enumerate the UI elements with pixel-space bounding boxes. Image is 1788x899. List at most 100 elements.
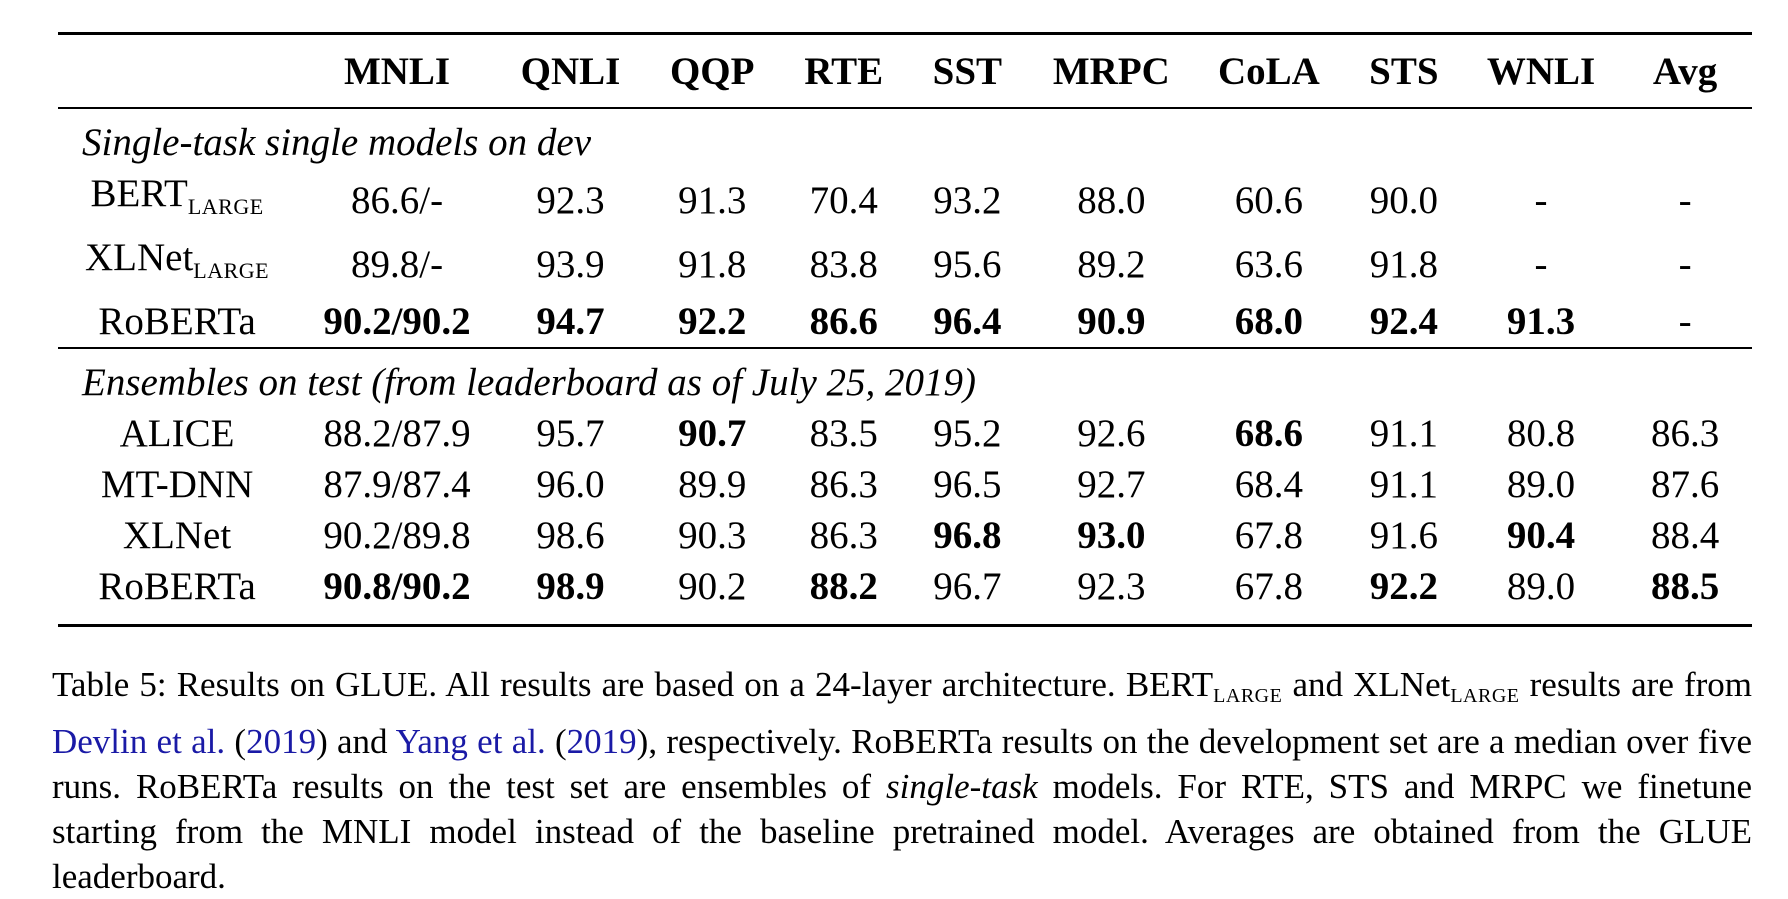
score-cell: 70.4 [809,178,878,222]
score-cell: 92.6 [1077,412,1146,455]
score-cell: 93.0 [1077,514,1146,557]
results-table-container: MNLI QNLI QQP RTE SST MRPC CoLA STS WNLI… [58,32,1752,627]
table-row: MT-DNN 87.9/87.4 96.0 89.9 86.3 96.5 92.7 68.4 9… [58,459,1752,510]
model-subscript: LARGE [193,258,270,283]
model-name: MT-DNN [100,463,254,506]
score-cell: 92.4 [1369,300,1438,343]
score-cell: 68.0 [1234,300,1304,343]
table-row: RoBERTa 90.8/90.2 98.9 90.2 88.2 96.7 92.3 67.8… [58,561,1752,626]
table-body: Single-task single models on dev BERTLARG… [58,108,1752,626]
citation-link-devlin[interactable]: Devlin et al. [52,722,226,761]
score-cell: 95.7 [536,412,605,455]
score-cell: 89.0 [1506,463,1576,506]
score-cell: 83.5 [809,412,878,455]
table-row: XLNetLARGE 89.8/- 93.9 91.8 83.8 95.6 89.2 63.6… [58,232,1752,296]
column-header-wnli: WNLI [1463,33,1619,109]
citation-link-yang[interactable]: Yang et al. [395,722,546,761]
score-cell: 90.8/90.2 [323,565,471,608]
score-cell: 96.5 [933,463,1002,506]
table-caption: Table 5: Results on GLUE. All results ar… [52,665,1753,896]
section-header-row: Ensembles on test (from leaderboard as o… [58,347,1752,408]
model-name-cell: RoBERTa [58,561,296,626]
score-cell: 92.2 [1369,565,1438,608]
table-row: RoBERTa 90.2/90.2 94.7 92.2 86.6 96.4 90.9 68.0… [58,296,1752,348]
score-cell: 88.2/87.9 [323,412,471,455]
caption-subscript: LARGE [1450,685,1520,707]
score-cell: 88.2 [809,565,878,608]
score-cell: - [1678,242,1692,286]
score-cell: 90.4 [1506,514,1576,557]
model-name-cell: ALICE [58,408,296,459]
score-cell: 87.9/87.4 [323,463,471,506]
score-cell: 93.9 [536,242,605,286]
score-cell: 94.7 [536,300,605,343]
section-header-row: Single-task single models on dev [58,108,1752,168]
score-cell: - [1678,300,1692,343]
score-cell: 89.8/- [350,242,444,286]
score-cell: 86.6 [809,300,878,343]
score-cell: 89.9 [678,463,747,506]
model-name: XLNet [122,514,232,557]
score-cell: 91.3 [1506,300,1576,343]
column-header-avg: Avg [1618,33,1752,109]
caption-subscript: LARGE [1213,685,1283,707]
score-cell: 92.3 [1077,565,1146,608]
score-cell: 91.3 [678,178,747,222]
score-cell: - [1534,178,1548,222]
table-row: XLNet 90.2/89.8 98.6 90.3 86.3 96.8 93.0 67.8 91… [58,510,1752,561]
column-header [58,33,297,109]
score-cell: 96.0 [536,463,605,506]
model-name-cell: RoBERTa [58,296,296,348]
model-name: XLNet [84,236,194,279]
section-title: Ensembles on test (from leaderboard as o… [58,347,1752,408]
column-header-qqp: QQP [643,33,782,109]
score-cell: 86.3 [1650,412,1720,455]
column-header-mnli: MNLI [296,33,498,109]
score-cell: 68.6 [1234,412,1304,455]
score-cell: 95.2 [933,412,1002,455]
model-name-cell: MT-DNN [58,459,296,510]
score-cell: 60.6 [1234,178,1304,222]
score-cell: 93.2 [933,178,1002,222]
score-cell: 91.8 [1369,242,1438,286]
score-cell: 90.2/89.8 [323,514,471,557]
score-cell: 91.1 [1369,463,1438,506]
score-cell: - [1534,242,1548,286]
caption-text: Results on GLUE. All results are based o… [176,665,1116,704]
score-cell: 86.6/- [350,178,444,222]
score-cell: 90.3 [678,514,747,557]
score-cell: 96.4 [933,300,1002,343]
score-cell: 88.4 [1650,514,1720,557]
caption-text: , respectively. RoBERTa results on the d… [52,722,1753,806]
score-cell: 92.3 [536,178,605,222]
score-cell: 90.7 [678,412,747,455]
score-cell: 92.2 [678,300,747,343]
column-header-sst: SST [906,33,1029,109]
score-cell: 68.4 [1234,463,1304,506]
model-name: BERT [90,172,188,215]
column-header-mrpc: MRPC [1028,33,1195,109]
citation-year-link[interactable]: 2019 [246,722,317,761]
caption-model-xlnet: XLNet [1353,665,1451,704]
score-cell: - [1678,178,1692,222]
score-cell: 91.6 [1369,514,1438,557]
model-name: RoBERTa [98,300,256,343]
score-cell: 89.2 [1077,242,1146,286]
caption-label: Table 5: [52,665,167,704]
model-subscript: LARGE [187,194,264,219]
citation-year-link[interactable]: 2019 [566,722,637,761]
model-name-cell: BERTLARGE [58,168,296,232]
score-cell: 98.6 [536,514,605,557]
score-cell: 86.3 [809,463,878,506]
caption-text: results are from [1529,665,1753,704]
section-title: Single-task single models on dev [82,121,592,164]
table-row: ALICE 88.2/87.9 95.7 90.7 83.5 95.2 92.6 68.6 91… [58,408,1752,459]
score-cell: 90.9 [1077,300,1146,343]
caption-model-bert: BERT [1125,665,1214,704]
score-cell: 91.1 [1369,412,1438,455]
score-cell: 67.8 [1234,565,1304,608]
score-cell: 88.0 [1077,178,1146,222]
score-cell: 67.8 [1234,514,1304,557]
score-cell: 91.8 [678,242,747,286]
column-header-rte: RTE [781,33,907,109]
